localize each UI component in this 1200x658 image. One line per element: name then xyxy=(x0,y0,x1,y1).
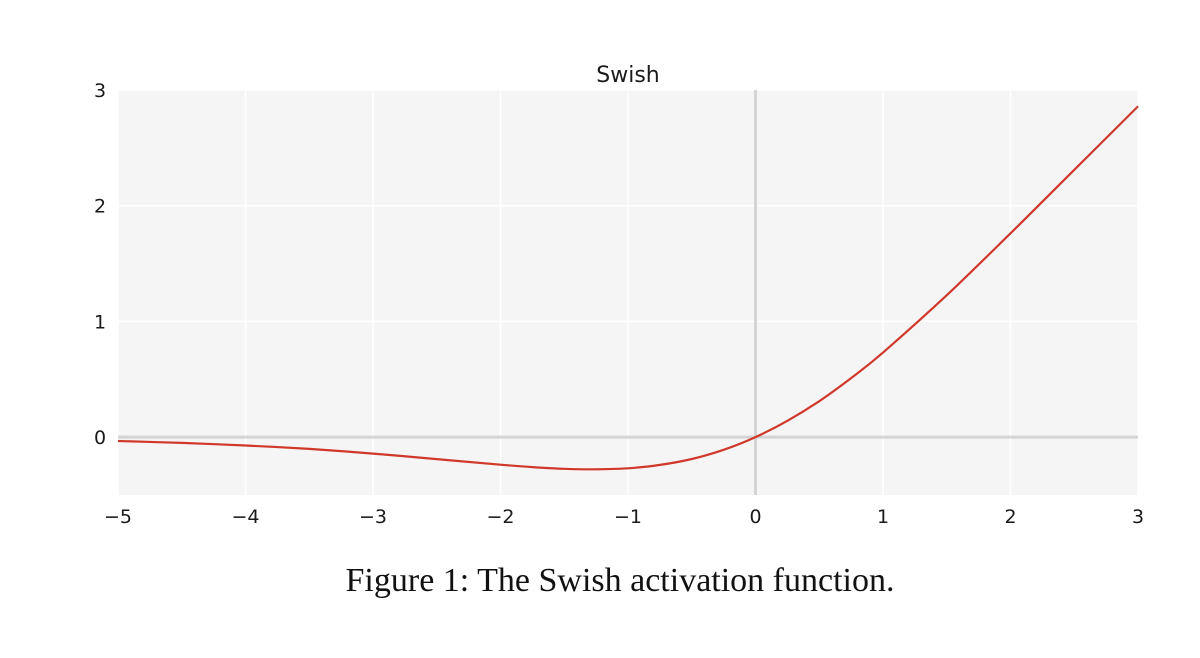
zero-axes xyxy=(118,90,1138,495)
y-tick-label: 1 xyxy=(94,311,106,333)
swish-curve xyxy=(117,105,1139,471)
y-tick-label: 3 xyxy=(94,80,106,102)
y-tick-labels: 0 1 2 3 xyxy=(94,80,106,449)
chart-title: Swish xyxy=(596,63,659,88)
grid-lines xyxy=(117,89,1139,495)
x-tick-label: −2 xyxy=(486,506,514,528)
figure-caption: Figure 1: The Swish activation function. xyxy=(345,562,895,599)
x-tick-label: 0 xyxy=(749,506,761,528)
x-tick-label: 1 xyxy=(877,506,889,528)
x-tick-label: 3 xyxy=(1132,506,1144,528)
x-tick-labels: −5 −4 −3 −2 −1 0 1 2 3 xyxy=(104,506,1144,528)
x-tick-label: 2 xyxy=(1004,506,1016,528)
y-tick-label: 2 xyxy=(94,196,106,218)
x-tick-label: −4 xyxy=(231,506,259,528)
x-tick-label: −1 xyxy=(614,506,642,528)
x-tick-label: −5 xyxy=(104,506,132,528)
x-tick-label: −3 xyxy=(359,506,387,528)
y-tick-label: 0 xyxy=(94,427,106,449)
